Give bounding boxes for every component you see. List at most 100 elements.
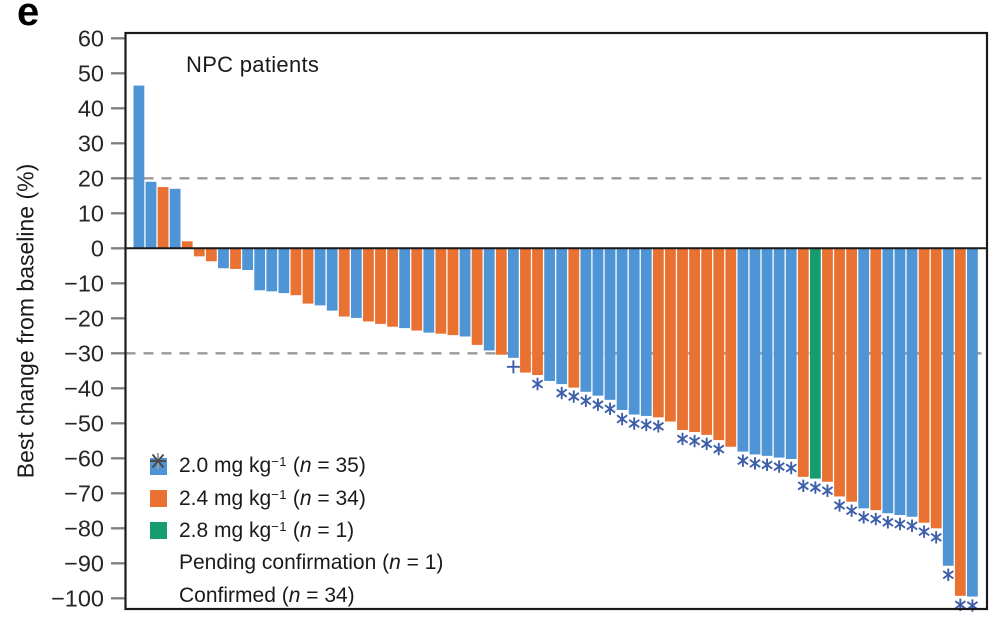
patient-bar bbox=[882, 248, 894, 514]
legend-item-label: 2.4 mg kg−1 (n = 34) bbox=[179, 486, 366, 510]
y-tick-label: −90 bbox=[64, 550, 104, 576]
patient-bar bbox=[701, 248, 713, 435]
legend: 2.0 mg kg−1 (n = 35) 2.4 mg kg−1 (n = 34)… bbox=[147, 450, 443, 612]
y-tick-label: −30 bbox=[64, 340, 104, 366]
patient-bar bbox=[942, 248, 954, 566]
confirmed-marker bbox=[628, 417, 640, 430]
confirmed-marker bbox=[809, 481, 822, 494]
confirmed-marker bbox=[942, 568, 954, 581]
confirmed-marker bbox=[930, 531, 942, 544]
confirmed-marker bbox=[531, 377, 544, 391]
patient-bar bbox=[338, 248, 350, 317]
patient-bar bbox=[749, 248, 761, 455]
patient-bar bbox=[894, 248, 906, 516]
patient-bar bbox=[870, 248, 882, 511]
patient-bar bbox=[399, 248, 411, 329]
patient-bar bbox=[640, 248, 652, 416]
confirmed-marker bbox=[761, 458, 773, 472]
patient-bar bbox=[652, 248, 664, 418]
y-tick-label: −70 bbox=[64, 480, 104, 506]
patient-bar bbox=[423, 248, 435, 333]
confirmed-marker bbox=[592, 398, 604, 411]
confirmed-marker bbox=[568, 390, 580, 403]
confirmed-marker bbox=[713, 442, 725, 456]
patient-bar bbox=[266, 248, 278, 292]
y-tick-label: 10 bbox=[78, 200, 104, 226]
y-tick-label: −10 bbox=[64, 270, 104, 296]
swatch bbox=[149, 490, 167, 508]
patient-bar bbox=[314, 248, 326, 306]
patient-bar bbox=[628, 248, 640, 415]
patient-bar bbox=[809, 248, 821, 479]
patient-bar bbox=[157, 187, 169, 249]
patient-bar bbox=[520, 248, 531, 373]
patient-bar bbox=[242, 248, 254, 270]
pending-marker bbox=[506, 360, 520, 374]
confirmed-marker bbox=[580, 394, 592, 407]
confirmed-marker bbox=[821, 484, 834, 497]
confirmed-marker bbox=[604, 402, 616, 416]
patient-bar bbox=[169, 188, 181, 249]
confirmed-marker bbox=[737, 454, 749, 467]
confirmed-marker bbox=[858, 511, 870, 524]
legend-item: 2.0 mg kg−1 (n = 35) bbox=[147, 450, 443, 482]
confirmed-marker bbox=[894, 517, 906, 531]
patient-bar bbox=[822, 248, 833, 482]
patient-bar bbox=[181, 241, 193, 249]
confirmed-marker bbox=[785, 461, 797, 475]
legend-item-label: 2.0 mg kg−1 (n = 35) bbox=[179, 454, 366, 478]
patient-bar bbox=[761, 248, 773, 456]
patient-bar bbox=[133, 85, 145, 249]
patient-bar bbox=[218, 248, 229, 269]
confirmed-marker bbox=[845, 504, 858, 517]
patient-bar bbox=[858, 248, 870, 509]
plot-frame bbox=[124, 31, 989, 611]
legend-item: 2.8 mg kg−1 (n = 1) bbox=[147, 515, 443, 547]
patient-bar bbox=[797, 248, 809, 477]
patient-bar bbox=[773, 248, 785, 458]
patient-bar bbox=[230, 248, 241, 269]
patient-bar bbox=[278, 248, 290, 294]
patient-bar bbox=[290, 248, 302, 296]
patient-bar bbox=[350, 248, 362, 318]
patient-bar bbox=[616, 248, 628, 410]
y-tick-label: −100 bbox=[51, 585, 104, 611]
confirmed-marker bbox=[918, 525, 930, 538]
patient-bar bbox=[363, 248, 374, 322]
legend-item-label: 2.8 mg kg−1 (n = 1) bbox=[179, 518, 355, 542]
patient-bar bbox=[846, 248, 858, 502]
confirmed-marker bbox=[688, 434, 701, 448]
patient-bar bbox=[193, 248, 205, 257]
y-tick-label: 0 bbox=[91, 235, 104, 261]
patient-bar bbox=[967, 248, 978, 597]
confirmed-marker bbox=[556, 386, 568, 400]
patient-bar bbox=[254, 248, 266, 291]
legend-item: Confirmed (n = 34) bbox=[147, 453, 443, 612]
patient-bar bbox=[447, 248, 459, 336]
confirmed-marker bbox=[676, 432, 689, 446]
patient-bar bbox=[375, 248, 386, 324]
y-tick-label: 30 bbox=[78, 130, 104, 156]
dose-color-swatch bbox=[147, 488, 169, 510]
patient-bar bbox=[483, 248, 495, 351]
y-tick-label: −60 bbox=[64, 445, 104, 471]
confirmed-marker-icon bbox=[147, 453, 169, 607]
confirmed-marker bbox=[652, 420, 664, 433]
patient-bar bbox=[592, 248, 604, 396]
y-tick-label: 20 bbox=[78, 165, 104, 191]
patient-bar bbox=[471, 248, 483, 345]
confirmed-marker bbox=[833, 499, 846, 512]
chart-title: NPC patients bbox=[186, 52, 320, 77]
legend-item-label: Pending confirmation (n = 1) bbox=[179, 551, 444, 575]
patient-bar bbox=[302, 248, 314, 304]
patient-bar bbox=[435, 248, 447, 334]
patient-bar bbox=[604, 248, 616, 400]
confirmed-marker bbox=[870, 512, 882, 526]
patient-bar bbox=[495, 248, 507, 355]
patient-bar bbox=[145, 181, 157, 249]
confirmed-marker bbox=[640, 418, 652, 432]
dose-color-swatch bbox=[147, 520, 169, 542]
confirmed-marker bbox=[749, 457, 761, 470]
